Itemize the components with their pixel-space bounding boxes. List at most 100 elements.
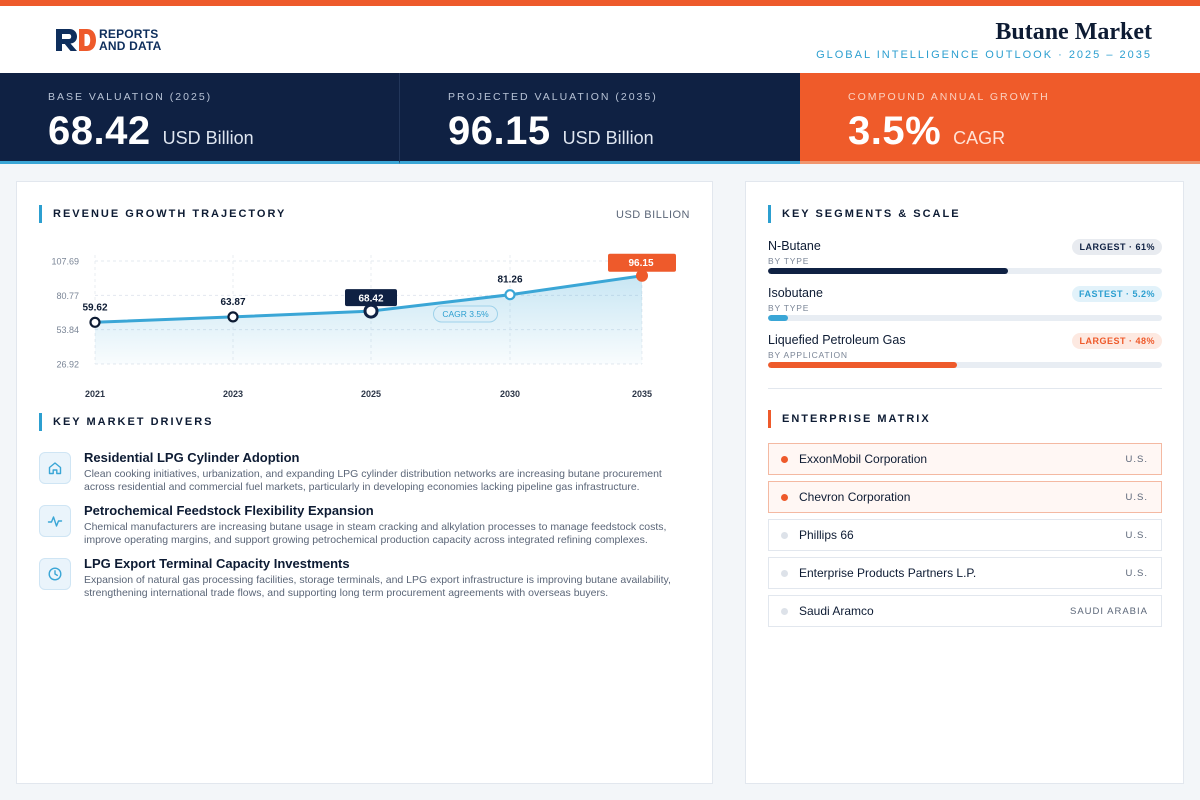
kpi-unit: USD Billion [162, 128, 254, 148]
company-row[interactable]: ExxonMobil Corporation U.S. [768, 443, 1162, 475]
segment-item: Liquefied Petroleum Gas BY APPLICATION L… [768, 333, 1162, 380]
chart-title: REVENUE GROWTH TRAJECTORY [53, 208, 287, 220]
segment-fill [768, 315, 789, 321]
pulse-icon [39, 505, 71, 537]
segments-title: KEY SEGMENTS & SCALE [782, 208, 961, 220]
driver-text: Chemical manufacturers are increasing bu… [84, 521, 667, 546]
company-name: Phillips 66 [799, 528, 854, 542]
status-dot-icon [781, 455, 788, 463]
kpi-base-valuation: BASE VALUATION (2025) 68.42 USD Billion [0, 73, 400, 164]
drivers-section-title: KEY MARKET DRIVERS [39, 413, 213, 431]
driver-title: Residential LPG Cylinder Adoption [84, 450, 300, 465]
kpi-projected-valuation: PROJECTED VALUATION (2035) 96.15 USD Bil… [400, 73, 800, 164]
company-name: Saudi Aramco [799, 604, 874, 618]
segment-type: BY TYPE [768, 303, 810, 313]
x-tick-label: 2030 [500, 389, 520, 399]
brand-line-1: REPORTS [99, 27, 159, 41]
value-label-box [345, 289, 397, 307]
y-tick-label: 80.77 [56, 291, 79, 301]
data-point [363, 303, 379, 319]
company-name: ExxonMobil Corporation [799, 452, 928, 466]
kpi-label: PROJECTED VALUATION (2035) [448, 91, 658, 103]
brand-logo[interactable]: REPORTS AND DATA [55, 27, 161, 53]
kpi-cagr: COMPOUND ANNUAL GROWTH 3.5% CAGR [800, 73, 1200, 164]
segment-track [768, 315, 1162, 321]
company-region: U.S. [1125, 567, 1148, 579]
value-label-box [608, 253, 676, 272]
company-row[interactable]: Saudi Aramco SAUDI ARABIA [768, 595, 1162, 627]
driver-item: Petrochemical Feedstock Flexibility Expa… [39, 503, 689, 556]
y-tick-label: 26.92 [56, 360, 79, 370]
company-region: U.S. [1125, 453, 1148, 465]
clock-icon [39, 558, 71, 590]
company-region: U.S. [1125, 529, 1148, 541]
kpi-value: 3.5% [848, 109, 942, 153]
company-row[interactable]: Chevron Corporation U.S. [768, 481, 1162, 513]
segment-type: BY APPLICATION [768, 350, 848, 360]
kpi-value: 96.15 [448, 109, 551, 153]
segment-name: Liquefied Petroleum Gas [768, 333, 906, 347]
kpi-row: BASE VALUATION (2025) 68.42 USD Billion … [0, 73, 1200, 164]
section-marker [39, 413, 42, 431]
segment-track [768, 268, 1162, 274]
left-panel: REVENUE GROWTH TRAJECTORY USD BILLION 10… [16, 181, 713, 784]
status-dot-icon [781, 569, 788, 577]
section-divider [768, 388, 1162, 389]
segments-list: N-Butane BY TYPE LARGEST · 61% Isobutane… [768, 239, 1162, 380]
data-point [227, 311, 239, 323]
segment-badge: FASTEST · 5.2% [1071, 286, 1162, 302]
segment-item: N-Butane BY TYPE LARGEST · 61% [768, 239, 1162, 286]
status-dot-icon [781, 531, 788, 539]
page-title: Butane Market [995, 19, 1152, 45]
x-tick-label: 2021 [85, 389, 105, 399]
header: REPORTS AND DATA Butane Market GLOBAL IN… [0, 6, 1200, 73]
segment-badge: LARGEST · 61% [1072, 239, 1162, 255]
driver-title: LPG Export Terminal Capacity Investments [84, 556, 350, 571]
value-label: 63.87 [220, 297, 245, 308]
data-point [504, 289, 516, 301]
data-point [636, 269, 648, 282]
area-fill [95, 275, 642, 364]
section-marker [768, 205, 771, 223]
segment-fill [768, 362, 958, 368]
segment-fill [768, 268, 1009, 274]
segment-badge: LARGEST · 48% [1072, 333, 1162, 349]
chart-section-title: REVENUE GROWTH TRAJECTORY [39, 205, 286, 223]
driver-title: Petrochemical Feedstock Flexibility Expa… [84, 503, 374, 518]
company-region: U.S. [1125, 491, 1148, 503]
kpi-label: COMPOUND ANNUAL GROWTH [848, 91, 1050, 103]
driver-text: Expansion of natural gas processing faci… [84, 574, 671, 599]
x-tick-label: 2025 [361, 389, 381, 399]
kpi-unit: CAGR [953, 128, 1006, 148]
y-tick-label: 107.69 [51, 257, 79, 267]
enterprise-matrix: ExxonMobil Corporation U.S. Chevron Corp… [768, 443, 1162, 633]
value-label: 68.42 [358, 294, 383, 305]
segment-name: Isobutane [768, 286, 823, 300]
section-marker [39, 205, 42, 223]
home-icon [39, 452, 71, 484]
kpi-unit: USD Billion [562, 128, 654, 148]
value-label: 59.62 [82, 302, 107, 313]
driver-text: Clean cooking initiatives, urbanization,… [84, 468, 662, 493]
segment-type: BY TYPE [768, 256, 810, 266]
company-region: SAUDI ARABIA [1070, 605, 1148, 617]
cagr-annotation-pill [433, 305, 498, 323]
chart-unit-label: USD BILLION [616, 209, 690, 221]
status-dot-icon [781, 607, 788, 615]
value-label: 96.15 [628, 258, 653, 269]
data-point [89, 316, 101, 328]
segment-track [768, 362, 1162, 368]
company-row[interactable]: Enterprise Products Partners L.P. U.S. [768, 557, 1162, 589]
matrix-section-title: ENTERPRISE MATRIX [768, 410, 931, 428]
drivers-list: Residential LPG Cylinder Adoption Clean … [39, 450, 689, 609]
value-label: 81.26 [497, 275, 522, 286]
driver-item: LPG Export Terminal Capacity Investments… [39, 556, 689, 609]
kpi-label: BASE VALUATION (2025) [48, 91, 213, 103]
right-panel: KEY SEGMENTS & SCALE N-Butane BY TYPE LA… [745, 181, 1184, 784]
company-name: Chevron Corporation [799, 490, 911, 504]
x-tick-label: 2023 [223, 389, 243, 399]
revenue-chart: 107.69 80.77 53.84 26.92 2021 2023 2025 2030 203… [51, 253, 676, 399]
company-row[interactable]: Phillips 66 U.S. [768, 519, 1162, 551]
segment-name: N-Butane [768, 239, 821, 253]
y-tick-label: 53.84 [56, 325, 79, 335]
